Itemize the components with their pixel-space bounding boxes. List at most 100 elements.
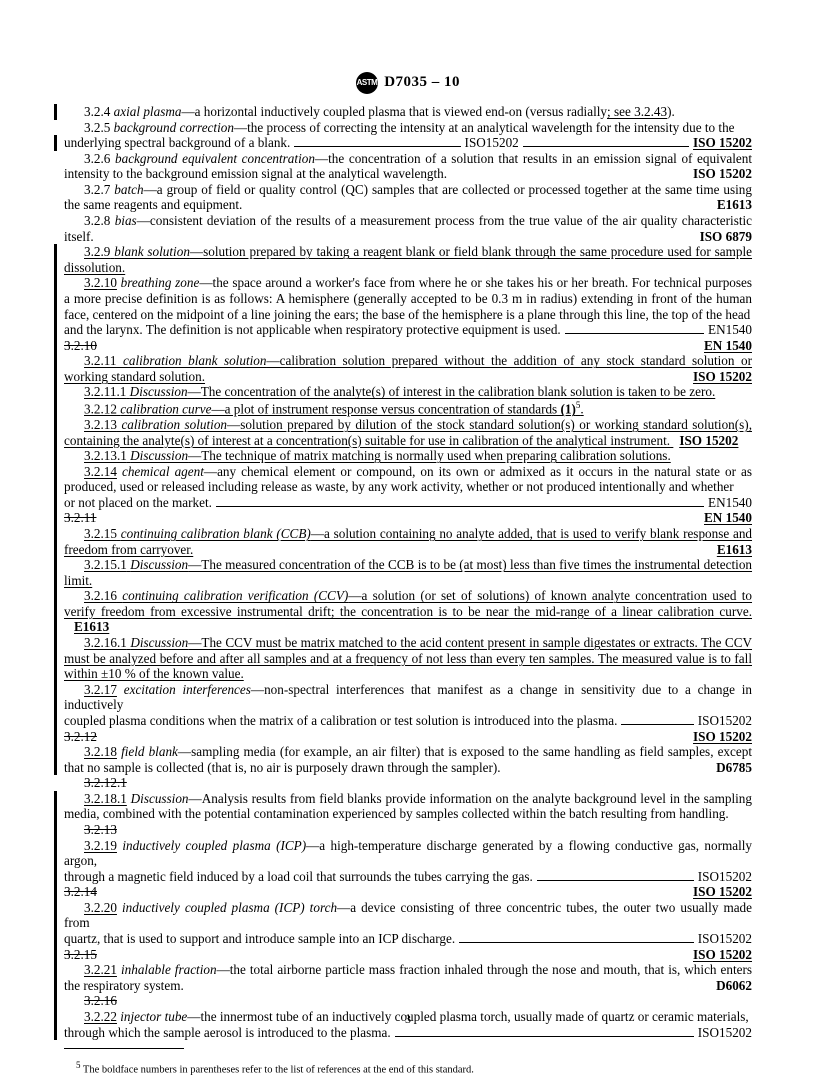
- num: 3.2.6: [84, 151, 110, 166]
- term: continuing calibration blank (CCB): [121, 526, 311, 541]
- old-ref: ISO15202: [465, 135, 519, 151]
- old-ref: ISO15202: [698, 713, 752, 729]
- old-num: 3.2.10: [64, 338, 97, 354]
- astm-logo: ASTM: [356, 72, 378, 94]
- old-ref: ISO15202: [698, 869, 752, 885]
- inserted-text: ; see 3.2.43: [607, 104, 667, 119]
- term: calibration solution: [121, 417, 227, 432]
- change-bar: 3.2.9 blank solution—solution prepared b…: [54, 244, 752, 775]
- strike-rule: [565, 333, 704, 334]
- num: 3.2.17: [84, 682, 117, 697]
- def-3-2-11: 3.2.11 calibration blank solution—calibr…: [64, 353, 752, 384]
- num: 3.2.16: [84, 588, 117, 603]
- line: and the larynx. The definition is not ap…: [64, 322, 752, 338]
- line: 3.2.12 ISO 15202: [64, 729, 752, 745]
- ref: EN 1540: [704, 510, 752, 526]
- change-bar: 3.2.18.1 Discussion—Analysis results fro…: [54, 791, 752, 1040]
- term: calibration blank solution: [123, 353, 266, 368]
- def-3-2-17: 3.2.17 excitation interferences—non-spec…: [64, 682, 752, 713]
- text: through a magnetic field induced by a lo…: [64, 869, 533, 885]
- strike-rule: [294, 146, 460, 147]
- text: —a group of field or quality control (QC…: [64, 182, 752, 213]
- text: through which the sample aerosol is intr…: [64, 1025, 391, 1041]
- term: field blank: [121, 744, 178, 759]
- term: background equivalent concentration: [115, 151, 315, 166]
- standard-page: ASTM D7035 – 10 3.2.4 axial plasma—a hor…: [0, 0, 816, 1056]
- footnote: 5 The boldface numbers in parentheses re…: [64, 1060, 752, 1076]
- text: or not placed on the market.: [64, 495, 212, 511]
- ref: ISO 15202: [693, 729, 752, 745]
- text: underlying spectral background of a blan…: [64, 135, 290, 151]
- num: 3.2.13: [84, 417, 117, 432]
- ref: D6785: [696, 760, 752, 776]
- def-3-2-14: 3.2.14 chemical agent—any chemical eleme…: [64, 464, 752, 495]
- def-3-2-13-1: 3.2.13.1 Discussion—The technique of mat…: [64, 448, 752, 464]
- term: Discussion: [130, 448, 188, 463]
- line: 3.2.11 EN 1540: [64, 510, 752, 526]
- ref: E1613: [697, 542, 752, 558]
- num: 3.2.16.1: [84, 635, 127, 650]
- strike-rule: [216, 506, 704, 507]
- tail: .: [580, 401, 583, 416]
- term: background correction: [114, 120, 234, 135]
- term: breathing zone: [121, 275, 200, 290]
- def-3-2-19: 3.2.19 inductively coupled plasma (ICP)—…: [64, 838, 752, 869]
- old-num: 3.2.12: [64, 729, 97, 745]
- line: through which the sample aerosol is intr…: [64, 1025, 752, 1041]
- num: 3.2.10: [84, 275, 117, 290]
- line: coupled plasma conditions when the matri…: [64, 713, 752, 729]
- designation: D7035 – 10: [384, 74, 460, 90]
- text: —consistent deviation of the results of …: [64, 213, 752, 244]
- old-ref: ISO15202: [698, 1025, 752, 1041]
- old-num-line: 3.2.13: [64, 822, 752, 838]
- def-3-2-5: 3.2.5 background correction—the process …: [64, 120, 752, 136]
- line: through a magnetic field induced by a lo…: [64, 869, 752, 885]
- term: excitation interferences: [124, 682, 251, 697]
- def-3-2-21: 3.2.21 inhalable fraction—the total airb…: [64, 962, 752, 993]
- strike-rule: [459, 942, 694, 943]
- term: inductively coupled plasma (ICP) torch: [122, 900, 337, 915]
- line: underlying spectral background of a blan…: [64, 135, 752, 151]
- num: 3.2.15: [84, 526, 117, 541]
- num: 3.2.11.1: [84, 384, 126, 399]
- term: continuing calibration verification (CCV…: [122, 588, 348, 603]
- footnote-text: The boldface numbers in parentheses refe…: [81, 1064, 474, 1075]
- old-num: 3.2.11: [64, 510, 96, 526]
- num: 3.2.9: [84, 244, 110, 259]
- def-3-2-18: 3.2.18 field blank—sampling media (for e…: [64, 744, 752, 775]
- def-3-2-4: 3.2.4 axial plasma—a horizontal inductiv…: [64, 104, 752, 120]
- term: axial plasma: [114, 104, 182, 119]
- old-num-line: 3.2.16: [64, 993, 752, 1009]
- def-3-2-8: 3.2.8 bias—consistent deviation of the r…: [64, 213, 752, 244]
- ref: D6062: [696, 978, 752, 994]
- text: and the larynx. The definition is not ap…: [64, 322, 561, 338]
- num: 3.2.4: [84, 104, 110, 119]
- num: 3.2.12: [84, 401, 117, 416]
- old-num: 3.2.16: [64, 993, 117, 1009]
- term: batch: [114, 182, 143, 197]
- line: 3.2.14 ISO 15202: [64, 884, 752, 900]
- line: 3.2.10 EN 1540: [64, 338, 752, 354]
- def-3-2-16-1: 3.2.16.1 Discussion—The CCV must be matr…: [64, 635, 752, 682]
- text: —a horizontal inductively coupled plasma…: [181, 104, 607, 119]
- old-ref: EN1540: [708, 322, 752, 338]
- text: —a plot of instrument response versus co…: [211, 401, 560, 416]
- line: quartz, that is used to support and intr…: [64, 931, 752, 947]
- text: —the process of correcting the intensity…: [234, 120, 735, 135]
- num: 3.2.20: [84, 900, 117, 915]
- num: 3.2.15.1: [84, 557, 127, 572]
- def-3-2-15: 3.2.15 continuing calibration blank (CCB…: [64, 526, 752, 557]
- num: 3.2.18: [84, 744, 117, 759]
- bold-ref: (1): [561, 401, 576, 416]
- def-3-2-7: 3.2.7 batch—a group of field or quality …: [64, 182, 752, 213]
- def-3-2-12: 3.2.12 calibration curve—a plot of instr…: [64, 400, 752, 417]
- term: Discussion: [130, 557, 188, 572]
- text: —The technique of matrix matching is nor…: [188, 448, 671, 463]
- def-3-2-10: 3.2.10 breathing zone—the space around a…: [64, 275, 752, 322]
- num: 3.2.7: [84, 182, 110, 197]
- term: inductively coupled plasma (ICP): [122, 838, 306, 853]
- def-3-2-13: 3.2.13 calibration solution—solution pre…: [64, 417, 752, 448]
- change-bar: 3.2.4 axial plasma—a horizontal inductiv…: [54, 104, 752, 120]
- def-3-2-15-1: 3.2.15.1 Discussion—The measured concent…: [64, 557, 752, 588]
- term: bias: [115, 213, 137, 228]
